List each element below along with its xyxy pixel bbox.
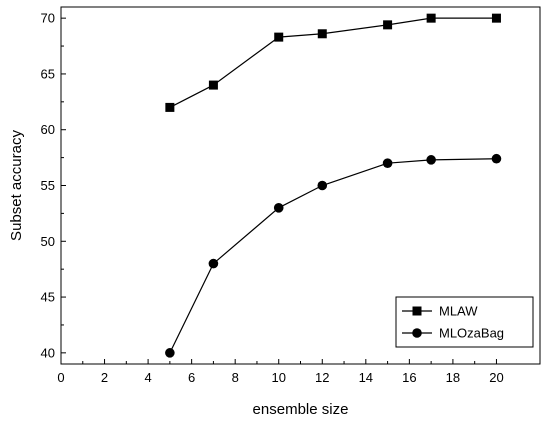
x-tick-label: 12: [315, 370, 329, 385]
data-point: [274, 32, 284, 42]
data-point: [165, 102, 175, 112]
data-point: [208, 80, 218, 90]
y-tick-label: 70: [41, 11, 55, 26]
series-mlaw: [165, 13, 501, 112]
x-tick-label: 18: [446, 370, 460, 385]
data-point: [382, 158, 393, 168]
legend-marker: [412, 306, 422, 316]
legend-box: [395, 296, 534, 348]
x-tick-label: 16: [402, 370, 416, 385]
y-tick-label: 55: [41, 178, 55, 193]
x-tick-label: 0: [57, 370, 64, 385]
x-tick-label: 20: [489, 370, 503, 385]
series-layer: [165, 13, 502, 358]
y-axis-title: Subset accuracy: [8, 130, 25, 241]
data-point: [208, 258, 219, 269]
data-point: [426, 155, 436, 165]
data-point: [317, 29, 327, 39]
x-tick-label: 10: [271, 370, 285, 385]
data-point: [491, 13, 501, 23]
data-point: [383, 20, 393, 30]
legend-label: MLAW: [439, 304, 478, 319]
data-point: [165, 348, 175, 358]
y-tick-label: 60: [41, 122, 55, 137]
x-tick-label: 14: [359, 370, 373, 385]
x-tick-label: 8: [232, 370, 239, 385]
legend-label: MLOzaBag: [439, 326, 504, 341]
data-point: [426, 13, 436, 23]
data-point: [273, 203, 284, 213]
x-tick-label: 4: [144, 370, 151, 385]
legend: MLAW MLOzaBag: [395, 296, 534, 348]
y-tick-label: 40: [41, 345, 55, 360]
x-axis-title: ensemble size: [253, 401, 349, 418]
y-tick-label: 50: [41, 234, 55, 249]
x-tick-label: 6: [188, 370, 195, 385]
series-line: [169, 17, 497, 108]
legend-marker: [412, 328, 422, 338]
data-point: [491, 153, 502, 164]
series-mlozabag: [165, 153, 502, 358]
y-tick-label: 45: [41, 290, 55, 305]
data-point: [317, 180, 328, 191]
axis-ticks: 0 2 4 6 8 10 12 14 16 18 20 40 45 50 55 60 65 70: [41, 11, 504, 385]
x-tick-label: 2: [101, 370, 108, 385]
y-tick-label: 65: [41, 66, 55, 81]
